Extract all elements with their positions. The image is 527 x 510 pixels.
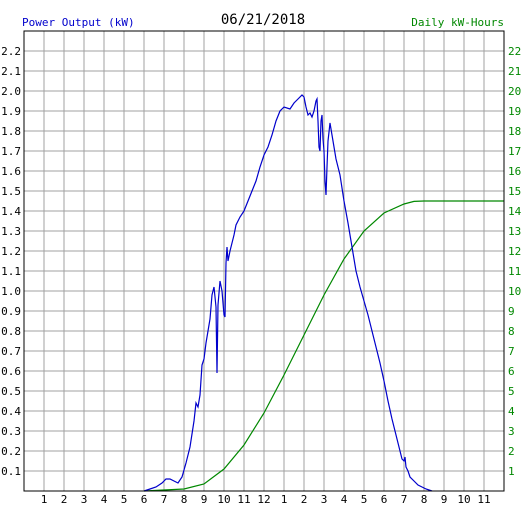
x-tick-label: 11: [237, 493, 250, 506]
left-axis-title: Power Output (kW): [22, 16, 135, 29]
x-tick-label: 12: [257, 493, 270, 506]
left-tick-label: 1.3: [1, 225, 21, 238]
x-tick-label: 6: [381, 493, 388, 506]
x-tick-label: 7: [161, 493, 168, 506]
left-tick-label: 0.8: [1, 325, 21, 338]
right-tick-label: 20: [508, 85, 521, 98]
left-tick-label: 1.9: [1, 105, 21, 118]
x-tick-label: 8: [181, 493, 188, 506]
left-axis-ticks: 0.1 0.2 0.3 0.4 0.5 0.6 0.7 0.8 0.9 1.0 1.1 1.2 1.3 1…: [1, 45, 21, 478]
right-tick-label: 17: [508, 145, 521, 158]
right-tick-label: 9: [508, 305, 515, 318]
x-tick-label: 11: [477, 493, 490, 506]
x-axis-ticks: 1 2 3 4 5 6 7 8 9 10 11 12 1 2 3 4 5 6 7 8 9 10 11: [41, 493, 491, 506]
right-tick-label: 2: [508, 445, 515, 458]
right-tick-label: 11: [508, 265, 521, 278]
series-daily-kwh-line: [143, 200, 504, 492]
chart-date: 06/21/2018: [221, 12, 305, 28]
left-tick-label: 2.1: [1, 65, 21, 78]
series-power-output-line: [143, 94, 433, 492]
left-tick-label: 1.5: [1, 185, 21, 198]
left-tick-label: 0.7: [1, 345, 21, 358]
left-tick-label: 0.2: [1, 445, 21, 458]
x-tick-label: 8: [421, 493, 428, 506]
right-tick-label: 19: [508, 105, 521, 118]
right-tick-label: 8: [508, 325, 515, 338]
series: [143, 94, 504, 492]
right-tick-label: 10: [508, 285, 521, 298]
right-tick-label: 22: [508, 45, 521, 58]
left-tick-label: 0.4: [1, 405, 21, 418]
x-tick-label: 2: [301, 493, 308, 506]
left-tick-label: 2.2: [1, 45, 21, 58]
x-tick-label: 3: [81, 493, 88, 506]
left-tick-label: 0.1: [1, 465, 21, 478]
x-tick-label: 1: [281, 493, 288, 506]
right-tick-label: 6: [508, 365, 515, 378]
left-tick-label: 0.3: [1, 425, 21, 438]
x-tick-label: 3: [321, 493, 328, 506]
x-tick-label: 4: [341, 493, 348, 506]
right-tick-label: 3: [508, 425, 515, 438]
right-tick-label: 1: [508, 465, 515, 478]
x-tick-label: 2: [61, 493, 68, 506]
left-tick-label: 0.5: [1, 385, 21, 398]
x-tick-label: 9: [201, 493, 208, 506]
x-tick-label: 5: [361, 493, 368, 506]
left-tick-label: 1.7: [1, 145, 21, 158]
right-tick-label: 13: [508, 225, 521, 238]
x-tick-label: 1: [41, 493, 48, 506]
left-tick-label: 1.8: [1, 125, 21, 138]
right-tick-label: 12: [508, 245, 521, 258]
right-tick-label: 15: [508, 185, 521, 198]
x-tick-label: 10: [457, 493, 470, 506]
x-tick-label: 4: [101, 493, 108, 506]
x-tick-label: 10: [217, 493, 230, 506]
left-tick-label: 0.6: [1, 365, 21, 378]
plot-frame: [23, 30, 505, 492]
left-tick-label: 1.0: [1, 285, 21, 298]
x-tick-label: 6: [141, 493, 148, 506]
left-tick-label: 2.0: [1, 85, 21, 98]
x-tick-label: 5: [121, 493, 128, 506]
right-tick-label: 14: [508, 205, 522, 218]
left-tick-label: 1.1: [1, 265, 21, 278]
x-tick-label: 7: [401, 493, 408, 506]
right-tick-label: 16: [508, 165, 521, 178]
right-tick-label: 21: [508, 65, 521, 78]
left-tick-label: 1.2: [1, 245, 21, 258]
right-tick-label: 4: [508, 405, 515, 418]
right-tick-label: 7: [508, 345, 515, 358]
left-tick-label: 1.4: [1, 205, 21, 218]
right-tick-label: 18: [508, 125, 521, 138]
x-tick-label: 9: [441, 493, 448, 506]
grid: [24, 31, 504, 491]
left-tick-label: 0.9: [1, 305, 21, 318]
right-tick-label: 5: [508, 385, 515, 398]
left-tick-label: 1.6: [1, 165, 21, 178]
right-axis-title: Daily kW-Hours: [411, 16, 504, 29]
